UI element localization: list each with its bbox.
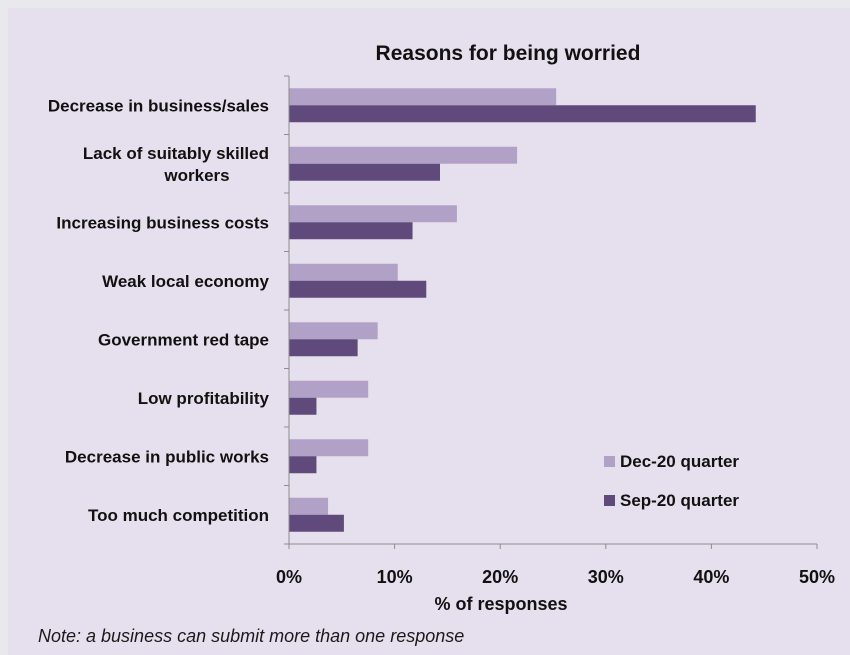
bar-sep20-6 xyxy=(289,456,317,474)
x-tick-label: 30% xyxy=(588,567,624,587)
bar-dec20-7 xyxy=(289,497,329,515)
x-tick-label: 0% xyxy=(276,567,302,587)
bar-sep20-7 xyxy=(289,514,344,532)
legend-label: Dec-20 quarter xyxy=(620,452,739,471)
bar-sep20-0 xyxy=(289,105,756,123)
category-label: Increasing business costs xyxy=(56,213,269,232)
category-label: Government red tape xyxy=(98,330,269,349)
category-label: Too much competition xyxy=(88,506,269,525)
category-label: Weak local economy xyxy=(102,272,269,291)
bar-dec20-2 xyxy=(289,205,457,223)
x-tick-label: 20% xyxy=(482,567,518,587)
bar-dec20-0 xyxy=(289,88,557,106)
chart-title: Reasons for being worried xyxy=(376,42,641,65)
bar-dec20-4 xyxy=(289,322,378,340)
category-label: Decrease in business/sales xyxy=(48,96,269,115)
x-tick-label: 10% xyxy=(377,567,413,587)
bar-sep20-5 xyxy=(289,397,317,415)
bar-sep20-2 xyxy=(289,222,413,240)
footnote: Note: a business can submit more than on… xyxy=(38,626,465,646)
legend-swatch-sep20 xyxy=(604,495,615,506)
bar-dec20-5 xyxy=(289,380,369,398)
bar-dec20-3 xyxy=(289,263,398,281)
x-tick-label: 50% xyxy=(799,567,835,587)
bar-dec20-1 xyxy=(289,146,518,164)
bar-sep20-1 xyxy=(289,163,441,181)
x-tick-label: 40% xyxy=(693,567,729,587)
bar-dec20-6 xyxy=(289,439,369,457)
category-label: Lack of suitably skilled workers xyxy=(83,144,269,185)
bar-sep20-3 xyxy=(289,280,427,298)
legend-label: Sep-20 quarter xyxy=(620,491,739,510)
category-label: Low profitability xyxy=(138,389,270,408)
x-axis-label: % of responses xyxy=(434,594,567,614)
category-label: Decrease in public works xyxy=(65,447,269,466)
bar-sep20-4 xyxy=(289,339,358,357)
legend-swatch-dec20 xyxy=(604,456,615,467)
